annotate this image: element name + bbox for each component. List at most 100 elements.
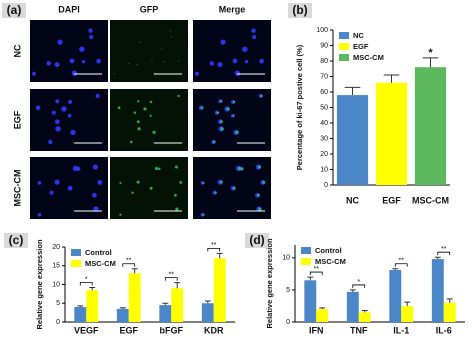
nucleus xyxy=(55,126,61,132)
error-bar xyxy=(204,300,211,304)
legend-swatch xyxy=(339,32,349,39)
gfp-cell xyxy=(152,130,156,134)
legend-swatch xyxy=(339,43,349,50)
gfp-cell xyxy=(136,63,138,66)
x-tick-label: KDR xyxy=(204,325,224,335)
significance-label: ** xyxy=(441,246,447,253)
y-tick-label: 80 xyxy=(320,58,328,65)
x-tick-label: MSC-CM xyxy=(412,195,449,205)
legend-swatch xyxy=(339,54,349,61)
gfp-cell xyxy=(219,180,223,184)
nucleus xyxy=(55,99,60,104)
gfp-cell xyxy=(232,100,236,104)
gfp-cell xyxy=(119,213,122,216)
y-tick-label: 15 xyxy=(52,263,60,270)
panel-label-box xyxy=(245,233,269,248)
y-tick-label: 50 xyxy=(320,104,328,111)
gfp-cell xyxy=(151,60,153,62)
significance-label: * xyxy=(428,47,433,59)
bar xyxy=(414,67,447,185)
nucleus xyxy=(69,58,75,64)
gfp-cell xyxy=(257,165,261,169)
y-tick-label: 90 xyxy=(320,42,328,49)
y-axis-label: Relative gene expression xyxy=(35,239,44,329)
y-tick-label: 5 xyxy=(286,287,290,294)
panel-label: (d) xyxy=(249,233,264,247)
bar xyxy=(375,82,408,185)
gfp-cell xyxy=(220,127,224,131)
nucleus xyxy=(259,58,264,64)
gfp-cell xyxy=(219,120,223,124)
error-bar xyxy=(162,302,169,306)
panel-label-box xyxy=(288,3,312,18)
gfp-cell xyxy=(177,60,180,62)
nucleus xyxy=(244,60,249,64)
x-tick-label: VEGF xyxy=(74,325,99,335)
error-bar xyxy=(404,301,411,306)
nucleus xyxy=(88,28,93,33)
legend-label: NC xyxy=(353,31,364,40)
gfp-cell xyxy=(174,165,178,169)
y-tick-label: 20 xyxy=(52,244,60,251)
micrograph xyxy=(110,20,188,82)
nucleus xyxy=(89,35,94,40)
x-tick-label: TNF xyxy=(350,325,368,335)
legend-swatch xyxy=(301,258,311,265)
gfp-cell xyxy=(226,107,230,111)
bar xyxy=(358,312,371,322)
nucleus xyxy=(71,70,78,76)
nucleus xyxy=(92,164,99,170)
y-tick-label: 20 xyxy=(320,151,328,158)
bar xyxy=(213,258,226,322)
nucleus xyxy=(48,139,53,145)
gfp-cell xyxy=(133,111,137,114)
nucleus xyxy=(252,35,257,40)
significance-label: ** xyxy=(399,258,405,265)
x-tick-label: IFN xyxy=(309,325,324,335)
nucleus xyxy=(81,60,86,64)
nucleus xyxy=(251,28,256,33)
gfp-cell xyxy=(154,166,159,171)
column-header: Merge xyxy=(219,4,246,14)
nucleus xyxy=(95,93,100,99)
error-bar xyxy=(422,57,439,68)
y-tick-label: 70 xyxy=(320,73,328,80)
nucleus xyxy=(54,119,60,125)
nucleus xyxy=(96,58,101,64)
gfp-cell xyxy=(169,29,172,32)
legend-swatch xyxy=(71,260,81,267)
y-tick-label: 30 xyxy=(320,135,328,142)
y-tick-label: 10 xyxy=(320,166,328,173)
gfp-cell xyxy=(202,181,205,185)
nucleus xyxy=(35,105,41,111)
nucleus xyxy=(57,39,63,45)
gfp-cell xyxy=(235,130,239,134)
y-tick-label: 40 xyxy=(320,120,328,127)
x-tick-label: IL-1 xyxy=(393,325,409,335)
x-tick-label: bFGF xyxy=(160,325,184,335)
significance-bracket xyxy=(437,251,451,256)
significance-bracket xyxy=(79,282,93,286)
panel-label: (a) xyxy=(7,3,22,17)
error-bar xyxy=(349,289,356,292)
y-tick-label: 0 xyxy=(286,319,290,326)
micrograph xyxy=(193,20,271,82)
error-bar xyxy=(361,309,368,313)
nucleus xyxy=(220,39,226,45)
gfp-cell xyxy=(137,127,141,131)
error-bar xyxy=(119,307,126,309)
gfp-cell xyxy=(149,114,152,117)
gfp-cell xyxy=(258,207,262,211)
row-label: EGF xyxy=(12,110,22,129)
gfp-cell xyxy=(262,180,266,184)
significance-bracket xyxy=(309,271,323,276)
error-bar xyxy=(344,86,361,96)
gfp-cell xyxy=(117,106,121,110)
error-bar xyxy=(392,268,399,271)
gfp-cell xyxy=(202,213,205,216)
nucleus xyxy=(61,106,67,112)
panel-label-box xyxy=(4,233,28,248)
bar xyxy=(304,280,317,322)
gfp-cell xyxy=(232,186,236,190)
gfp-cell xyxy=(260,94,263,98)
